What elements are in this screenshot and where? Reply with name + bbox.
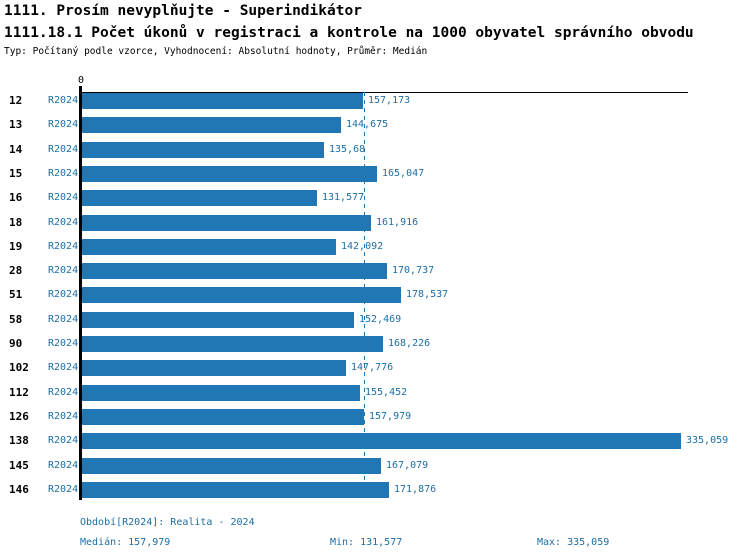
row-category-label: 12	[9, 94, 23, 107]
bar-row: 58 R2024 152,469	[0, 311, 750, 328]
chart-subtitle: 1111.18.1 Počet úkonů v registraci a kon…	[4, 25, 694, 41]
bar-row: 102 R2024 147,776	[0, 360, 750, 377]
bar-value-label: 161,916	[376, 216, 419, 228]
x-axis-zero-tick-mark	[79, 86, 82, 92]
x-axis-zero-tick-label: 0	[77, 75, 85, 86]
row-period-label: R2024	[48, 265, 79, 277]
bar	[82, 141, 324, 158]
bar	[82, 190, 317, 207]
bar-value-label: 171,876	[394, 483, 437, 495]
bar-row: 138 R2024 335,059	[0, 433, 750, 450]
bar-value-label: 157,979	[369, 410, 412, 422]
row-period-label: R2024	[48, 362, 79, 374]
row-period-label: R2024	[48, 435, 79, 447]
row-category-label: 90	[9, 337, 23, 350]
bar	[82, 360, 346, 377]
footer-median-label: Medián: 157,979	[80, 537, 171, 548]
bar-value-label: 168,226	[388, 338, 431, 349]
y-axis-line	[79, 92, 82, 500]
footer-period-label: Období[R2024]: Realita - 2024	[80, 517, 255, 528]
footer-min-label: Min: 131,577	[330, 537, 403, 548]
row-period-label: R2024	[48, 143, 79, 155]
bar	[82, 238, 336, 255]
row-category-label: 16	[9, 191, 23, 205]
footer-max-label: Max: 335,059	[537, 537, 610, 548]
bar-value-label: 170,737	[392, 265, 435, 277]
row-period-label: R2024	[48, 192, 79, 204]
row-period-label: R2024	[48, 289, 79, 301]
row-period-label: R2024	[48, 167, 79, 179]
bar-row: 18 R2024 161,916	[0, 214, 750, 231]
bar-row: 12 R2024 157,173	[0, 93, 750, 109]
row-category-label: 13	[9, 118, 23, 132]
bar-value-label: 131,577	[322, 192, 365, 204]
row-category-label: 146	[9, 482, 29, 496]
bar	[82, 336, 383, 352]
row-category-label: 51	[9, 288, 23, 302]
bar-row: 146 R2024 171,876	[0, 481, 750, 498]
row-category-label: 112	[9, 385, 29, 399]
bar-value-label: 335,059	[686, 435, 729, 447]
row-period-label: R2024	[48, 410, 79, 422]
row-period-label: R2024	[48, 386, 79, 398]
bar	[82, 408, 364, 425]
row-category-label: 15	[9, 166, 23, 180]
bar	[82, 117, 341, 134]
bar-value-label: 147,776	[351, 362, 394, 374]
row-category-label: 145	[9, 458, 29, 472]
bar	[82, 311, 354, 328]
row-category-label: 14	[9, 142, 23, 156]
row-period-label: R2024	[48, 459, 79, 471]
row-category-label: 28	[9, 264, 23, 278]
bar-value-label: 167,079	[386, 459, 429, 471]
bar	[82, 214, 371, 231]
row-category-label: 102	[9, 361, 29, 375]
bar	[82, 287, 401, 304]
bar-row: 126 R2024 157,979	[0, 408, 750, 425]
bar-row: 90 R2024 168,226	[0, 336, 750, 352]
bar-value-label: 155,452	[365, 386, 408, 398]
bar-value-label: 142,092	[341, 240, 384, 252]
row-category-label: 18	[9, 215, 23, 229]
row-period-label: R2024	[48, 216, 79, 228]
bar	[82, 433, 681, 450]
row-period-label: R2024	[48, 313, 79, 325]
row-category-label: 126	[9, 409, 29, 423]
bar-row: 14 R2024 135,68	[0, 141, 750, 158]
bar-value-label: 165,047	[382, 167, 425, 179]
bar	[82, 263, 387, 280]
x-axis-line	[79, 92, 688, 93]
bar	[82, 165, 377, 182]
row-category-label: 138	[9, 434, 29, 448]
bar-row: 145 R2024 167,079	[0, 457, 750, 474]
bar-row: 13 R2024 144,675	[0, 117, 750, 134]
bar-value-label: 178,537	[406, 289, 449, 301]
bar-row: 28 R2024 170,737	[0, 263, 750, 280]
bar-row: 16 R2024 131,577	[0, 190, 750, 207]
bar-row: 15 R2024 165,047	[0, 165, 750, 182]
bar	[82, 93, 363, 109]
bar-value-label: 157,173	[368, 95, 411, 106]
bar-row: 51 R2024 178,537	[0, 287, 750, 304]
row-category-label: 19	[9, 239, 23, 253]
row-period-label: R2024	[48, 483, 79, 495]
chart-title: 1111. Prosím nevyplňujte - Superindikáto…	[4, 3, 362, 19]
bar	[82, 481, 389, 498]
row-period-label: R2024	[48, 95, 79, 106]
bar-value-label: 144,675	[346, 119, 389, 131]
bar-row: 112 R2024 155,452	[0, 384, 750, 401]
bar	[82, 457, 381, 474]
row-period-label: R2024	[48, 338, 79, 349]
row-period-label: R2024	[48, 240, 79, 252]
bar-value-label: 152,469	[359, 313, 402, 325]
bar-row: 19 R2024 142,092	[0, 238, 750, 255]
row-period-label: R2024	[48, 119, 79, 131]
bar	[82, 384, 360, 401]
bar-value-label: 135,68	[329, 143, 366, 155]
row-category-label: 58	[9, 312, 23, 326]
chart-meta-line: Typ: Počítaný podle vzorce, Vyhodnocení:…	[4, 46, 428, 57]
